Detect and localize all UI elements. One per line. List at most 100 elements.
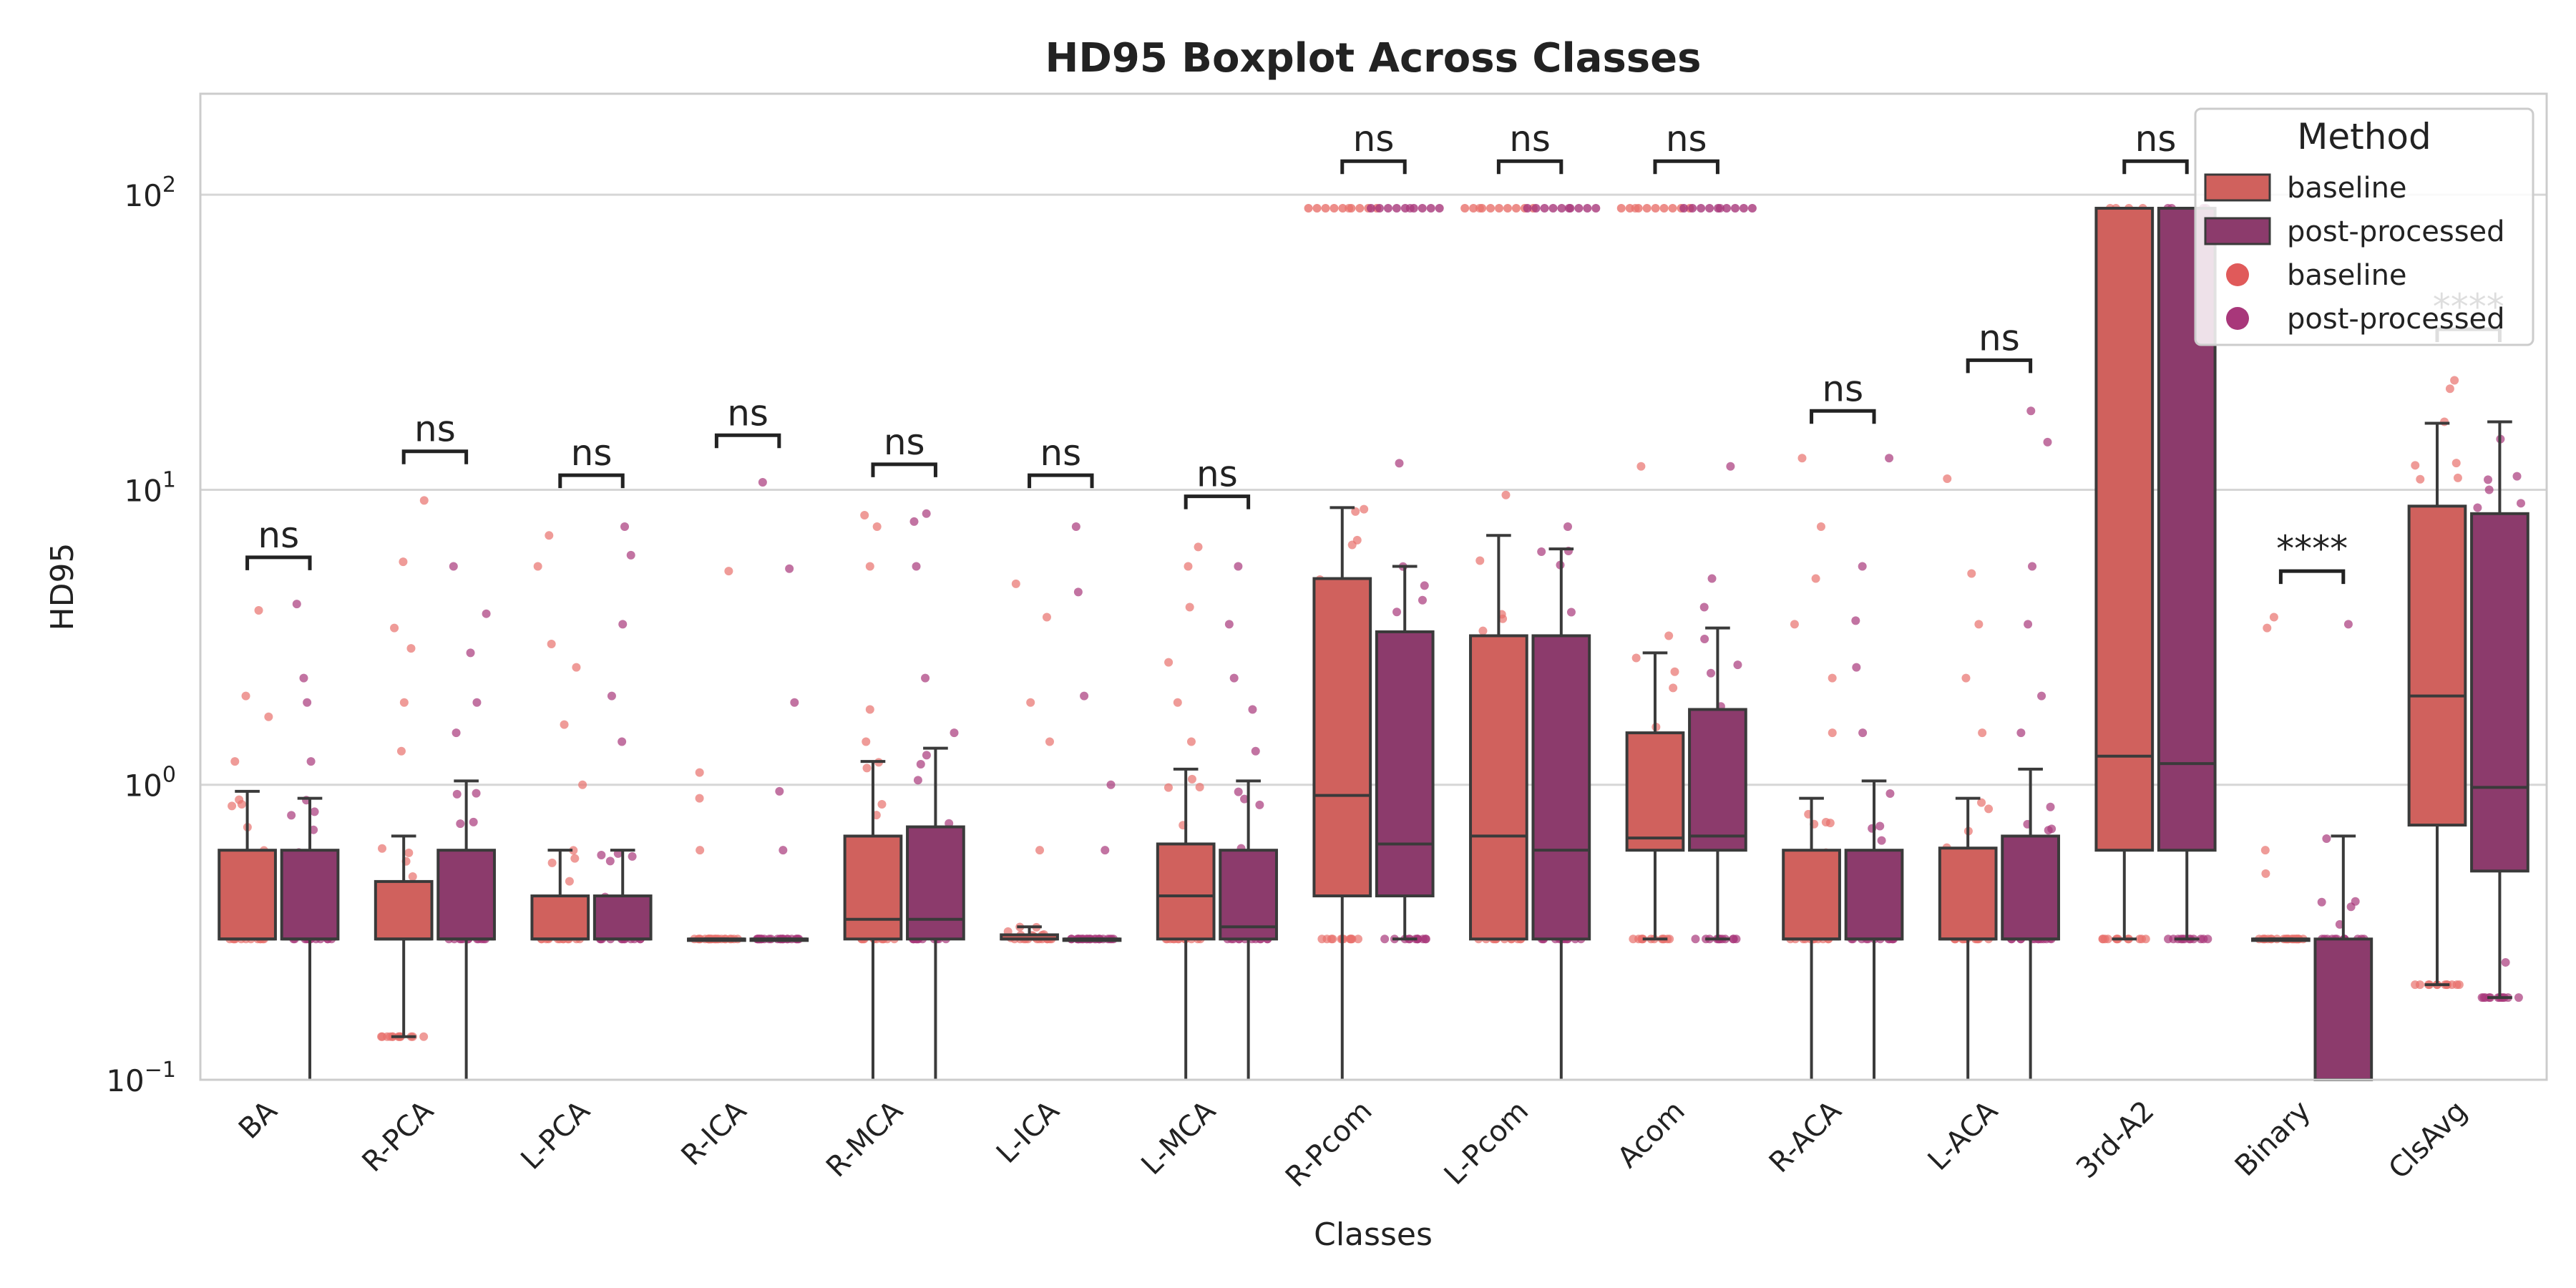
data-point	[916, 759, 925, 769]
data-point	[1503, 204, 1512, 213]
x-tick-label: L-ACA	[1922, 1094, 2005, 1177]
data-point	[790, 698, 799, 707]
data-point	[2037, 691, 2046, 701]
data-point	[578, 780, 587, 789]
data-point	[533, 562, 542, 571]
data-point	[1248, 705, 1257, 714]
legend-frame	[2194, 107, 2534, 346]
x-tick-label: L-MCA	[1135, 1094, 1222, 1181]
significance-label: ns	[1666, 118, 1707, 160]
data-point	[1811, 574, 1820, 583]
significance-bracket	[245, 555, 312, 570]
data-point	[1338, 204, 1347, 213]
data-point	[1691, 935, 1700, 944]
data-point	[1707, 574, 1717, 583]
data-point	[1042, 613, 1051, 622]
data-point	[1705, 204, 1714, 213]
data-point	[1395, 459, 1404, 468]
significance-bracket	[2278, 569, 2346, 585]
data-point	[1797, 454, 1807, 463]
box-baseline	[1938, 847, 1998, 941]
data-point	[1790, 620, 1799, 629]
data-point	[299, 673, 308, 683]
data-point	[912, 562, 921, 571]
data-point	[1825, 819, 1835, 828]
data-point	[2450, 376, 2459, 385]
data-point	[2516, 499, 2525, 508]
data-point	[2046, 802, 2055, 811]
data-point	[2260, 846, 2270, 855]
box-baseline	[1469, 634, 1528, 941]
data-point	[1354, 935, 1363, 944]
box-post-processed	[1844, 849, 1904, 941]
box-baseline	[843, 834, 903, 941]
data-point	[724, 567, 733, 576]
box-baseline	[530, 894, 590, 941]
data-point	[1224, 620, 1234, 629]
data-point	[1977, 798, 1986, 807]
y-tick-label: 101	[124, 467, 176, 508]
data-point	[2479, 993, 2488, 1002]
data-point	[572, 663, 581, 672]
data-point	[2484, 485, 2494, 494]
data-point	[1106, 780, 1116, 789]
data-point	[1234, 562, 1243, 571]
data-point	[2501, 957, 2510, 967]
data-point	[1688, 204, 1697, 213]
data-point	[909, 517, 919, 526]
significance-label: ns	[1353, 118, 1395, 160]
data-point	[862, 737, 871, 746]
data-point	[2028, 562, 2037, 571]
y-tick-label: 100	[124, 763, 176, 804]
data-point	[758, 478, 767, 487]
legend-label: baseline	[2287, 259, 2407, 292]
data-point	[1943, 474, 1952, 484]
x-tick-label: R-PCA	[356, 1094, 441, 1179]
data-point	[1739, 204, 1748, 213]
data-point	[2016, 728, 2026, 738]
data-point	[1877, 836, 1886, 845]
significance-bracket	[1496, 159, 1563, 175]
data-point	[1885, 789, 1895, 798]
x-tick-label: Binary	[2229, 1095, 2317, 1183]
data-point	[950, 728, 959, 738]
data-point	[1816, 522, 1825, 531]
data-point	[922, 509, 931, 518]
box-baseline	[1625, 731, 1685, 852]
data-point	[628, 852, 637, 861]
data-point	[228, 801, 237, 811]
data-point	[1026, 698, 1035, 707]
data-point	[1726, 462, 1735, 471]
data-point	[2514, 993, 2523, 1002]
data-point	[1351, 507, 1360, 516]
data-point	[2103, 935, 2112, 944]
legend-title: Method	[2297, 116, 2431, 157]
significance-label: ns	[1509, 118, 1551, 160]
significance-label: ns	[1040, 432, 1081, 474]
data-point	[2261, 869, 2270, 878]
data-point	[1187, 774, 1196, 784]
data-point	[2445, 384, 2454, 394]
data-point	[1851, 616, 1860, 625]
significance-bracket	[1966, 358, 2033, 374]
data-point	[2317, 897, 2326, 907]
data-point	[1537, 547, 1546, 557]
data-point	[452, 789, 462, 799]
data-point	[1173, 698, 1182, 707]
data-point	[618, 620, 628, 629]
legend-swatch-box	[2204, 217, 2271, 245]
data-point	[390, 623, 399, 633]
x-tick-label: L-PCA	[514, 1094, 597, 1176]
data-point	[2512, 472, 2522, 481]
data-point	[605, 857, 615, 866]
data-point	[1974, 620, 1984, 629]
data-point	[254, 606, 263, 615]
data-point	[1722, 204, 1732, 213]
data-point	[2026, 406, 2036, 416]
data-point	[292, 600, 301, 609]
data-point	[1392, 608, 1402, 617]
data-point	[1234, 787, 1243, 796]
significance-label: ****	[2276, 528, 2348, 570]
data-point	[1352, 535, 1362, 545]
